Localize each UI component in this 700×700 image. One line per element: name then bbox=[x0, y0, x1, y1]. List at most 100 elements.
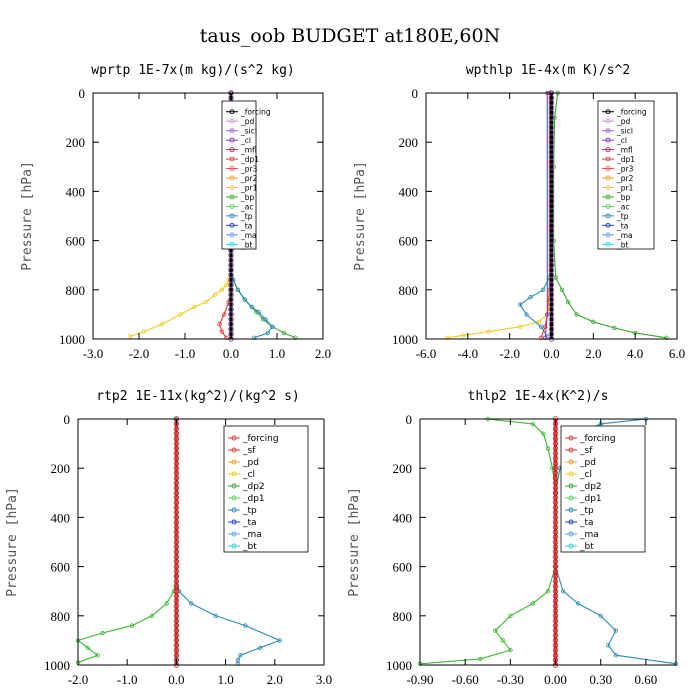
x-tick-label: 0.0 bbox=[223, 346, 239, 361]
legend-entry: _ma bbox=[579, 530, 599, 540]
legend-swatch-marker bbox=[229, 213, 235, 219]
series-point bbox=[238, 653, 243, 658]
series-point bbox=[528, 295, 533, 300]
legend-entry: _pd bbox=[579, 458, 596, 468]
legend-swatch-marker bbox=[605, 166, 611, 171]
x-tick-label: -2.0 bbox=[68, 672, 89, 687]
x-tick-label: 0.60 bbox=[635, 672, 658, 687]
forcing-marker bbox=[552, 573, 559, 580]
series-point bbox=[613, 628, 618, 633]
series-point bbox=[591, 319, 596, 324]
series-point bbox=[219, 329, 224, 334]
series-point bbox=[281, 330, 287, 336]
plot-frame bbox=[77, 418, 325, 666]
y-tick-label: 0 bbox=[406, 412, 413, 427]
series-point bbox=[500, 638, 505, 643]
series-point bbox=[219, 287, 224, 292]
legend-entry: _tp bbox=[616, 212, 629, 221]
panel-title: rtp2 1E-11x(kg^2)/(kg^2 s) bbox=[96, 389, 300, 404]
y-tick-label: 200 bbox=[51, 461, 71, 476]
series-line-cl bbox=[544, 93, 548, 338]
series-line-pr1 bbox=[129, 93, 232, 338]
series-line-ac bbox=[553, 92, 667, 339]
y-tick-label: 1000 bbox=[392, 332, 418, 347]
x-tick-label: -1.0 bbox=[175, 346, 196, 361]
series-point bbox=[251, 335, 257, 340]
x-tick-label: 6.0 bbox=[669, 346, 685, 361]
legend-swatch-marker bbox=[605, 118, 611, 124]
legend-entry: _bp bbox=[616, 193, 631, 202]
series-point bbox=[545, 589, 551, 594]
x-tick-label: 2.0 bbox=[315, 346, 331, 361]
legend-swatch-marker bbox=[605, 213, 611, 219]
legend-swatch-marker bbox=[568, 435, 574, 441]
x-tick-label: -0.60 bbox=[452, 672, 479, 687]
series-point bbox=[606, 643, 611, 648]
legend-entry: _ta bbox=[616, 221, 628, 230]
legend-entry: _cl bbox=[242, 470, 255, 480]
series-point bbox=[538, 335, 544, 340]
series-point bbox=[85, 645, 90, 650]
legend-swatch-marker bbox=[605, 203, 611, 209]
series-point bbox=[566, 299, 571, 305]
x-tick-label: -1.0 bbox=[117, 672, 138, 687]
legend-swatch-marker bbox=[568, 543, 574, 549]
legend-swatch-marker bbox=[231, 471, 237, 477]
legend-entry: _dp2 bbox=[579, 482, 602, 492]
y-tick-label: 600 bbox=[399, 234, 419, 249]
forcing-marker bbox=[173, 598, 180, 604]
y-tick-label: 600 bbox=[51, 560, 71, 575]
legend-entry: _forcing bbox=[240, 108, 271, 117]
x-tick-label: 3.0 bbox=[316, 672, 332, 687]
forcing-marker bbox=[173, 524, 180, 530]
series-point bbox=[188, 601, 194, 606]
series-point bbox=[159, 322, 165, 327]
legend-swatch-marker bbox=[229, 232, 235, 238]
legend-swatch-marker bbox=[568, 483, 574, 489]
series-point bbox=[224, 335, 229, 340]
legend-swatch-marker bbox=[229, 109, 235, 115]
series-point bbox=[263, 317, 268, 322]
series-point bbox=[478, 656, 483, 662]
series-point bbox=[127, 334, 132, 339]
legend-entry: _cl bbox=[616, 136, 627, 145]
series-point bbox=[213, 613, 218, 618]
series-point bbox=[543, 335, 548, 340]
legend-swatch-marker bbox=[231, 519, 237, 525]
x-tick-label: -2.0 bbox=[499, 346, 520, 361]
plot-frame bbox=[419, 418, 677, 666]
series-point bbox=[517, 302, 523, 307]
legend-entry: _cl bbox=[240, 136, 251, 145]
y-axis-label: Pressure [hPa] bbox=[20, 161, 35, 271]
legend-swatch-marker bbox=[231, 495, 237, 501]
legend-swatch-marker bbox=[229, 147, 235, 153]
legend-swatch-marker bbox=[231, 459, 237, 465]
legend-swatch-marker bbox=[605, 128, 611, 134]
series-point bbox=[574, 312, 579, 317]
series-point bbox=[257, 645, 263, 650]
series-point bbox=[517, 324, 523, 329]
series-point bbox=[543, 324, 548, 329]
legend-swatch-marker bbox=[229, 194, 235, 200]
series-point bbox=[100, 630, 105, 636]
series-line-dp1 bbox=[76, 419, 177, 664]
legend-entry: _dp2 bbox=[242, 482, 265, 492]
series-point bbox=[612, 325, 617, 331]
legend-entry: _ta bbox=[242, 518, 257, 528]
series-point bbox=[129, 623, 135, 628]
legend-swatch-marker bbox=[231, 531, 237, 537]
x-tick-label: -4.0 bbox=[458, 346, 479, 361]
legend-box bbox=[597, 100, 655, 250]
legend-entry: _tp bbox=[242, 506, 257, 516]
series-point bbox=[243, 623, 248, 628]
series-point bbox=[277, 638, 282, 643]
legend-swatch-marker bbox=[231, 543, 237, 549]
series-point bbox=[95, 653, 100, 658]
series-point bbox=[598, 613, 603, 618]
legend-entry: _ta bbox=[240, 221, 252, 230]
legend-box bbox=[223, 425, 309, 553]
legend-entry: _bt bbox=[240, 240, 253, 249]
panels: wprtp 1E-7x(m kg)/(s^2 kg) Pressure [hPa]… bbox=[5, 63, 685, 687]
forcing-marker bbox=[552, 549, 559, 555]
legend-entry: _pr3 bbox=[616, 165, 634, 174]
